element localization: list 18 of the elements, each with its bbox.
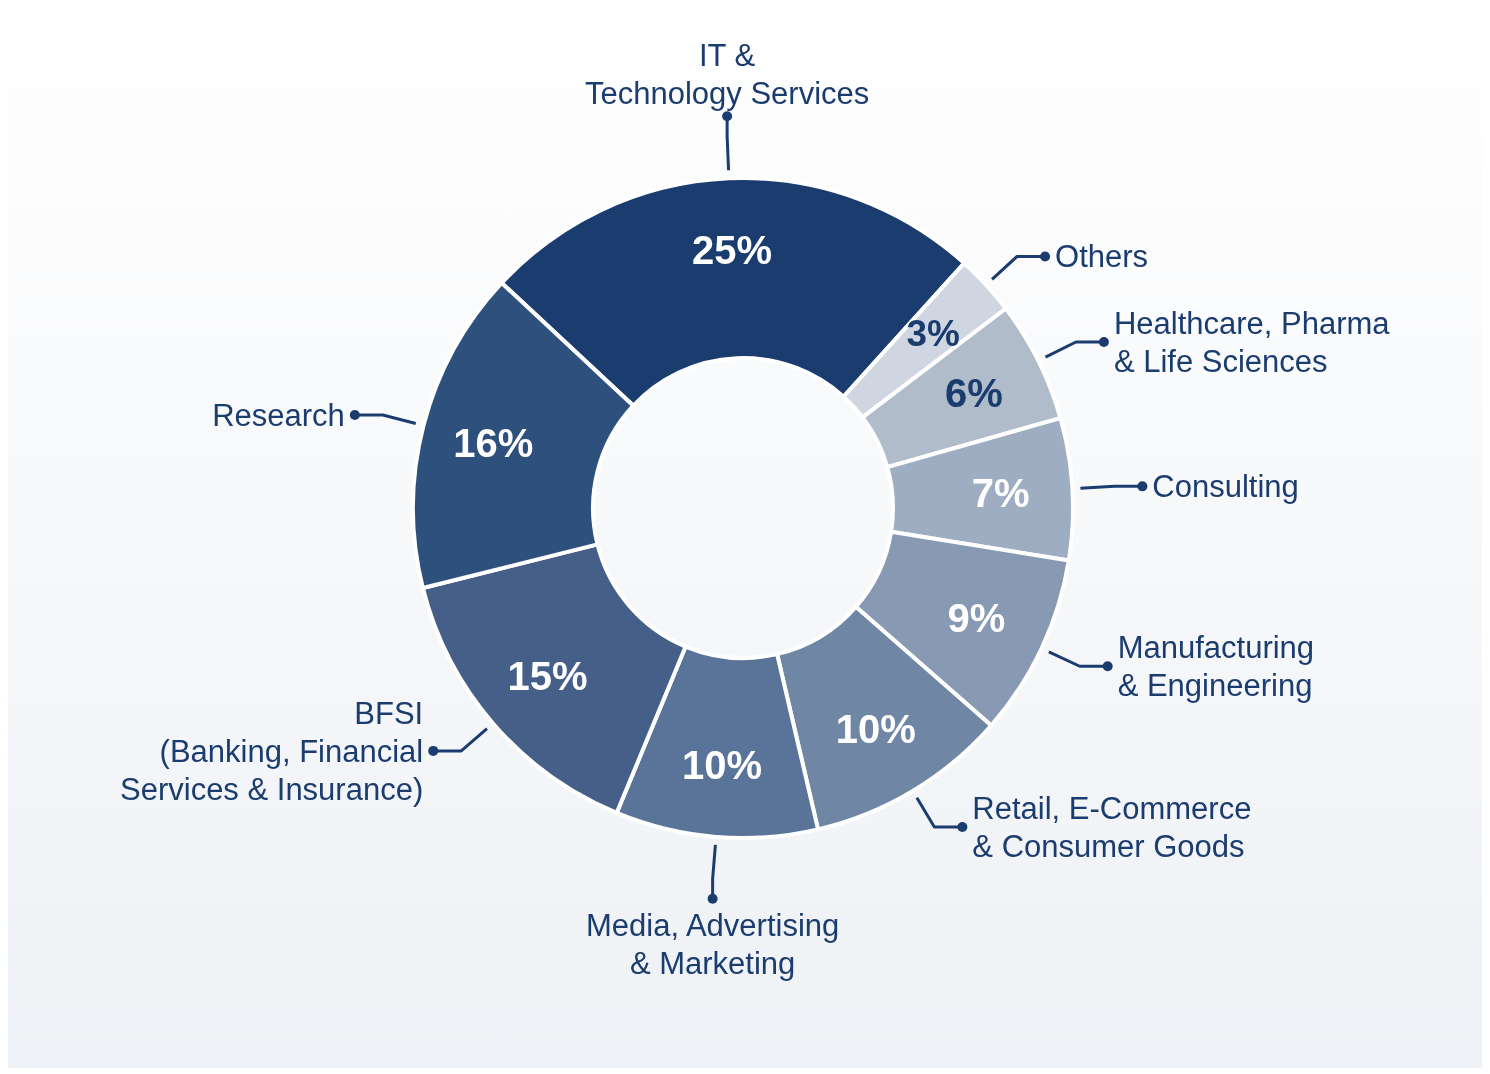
slice-label: Research — [212, 397, 345, 433]
slice-label: Retail, E-Commerce & Consumer Goods — [972, 790, 1252, 864]
slice-label: Media, Advertising & Marketing — [585, 907, 840, 981]
slice-label: IT & Technology Services — [584, 38, 870, 112]
data-label: 6% — [944, 370, 1003, 415]
slice-label: BFSI (Banking, Financial Services & Insurance) — [120, 695, 424, 807]
data-label: 3% — [906, 313, 960, 355]
slice-label: Others — [1055, 239, 1149, 275]
data-label: 10% — [835, 707, 916, 752]
slice-label: Healthcare, Pharma & Life Sciences — [1113, 305, 1391, 379]
data-label: 10% — [681, 743, 762, 788]
slice-label: Manufacturing & Engineering — [1117, 630, 1315, 704]
slice-label: Consulting — [1152, 469, 1299, 505]
data-label: 7% — [971, 470, 1030, 515]
data-label: 25% — [691, 228, 773, 273]
data-label: 16% — [453, 421, 534, 466]
data-label: 15% — [507, 654, 588, 699]
data-label: 9% — [947, 595, 1006, 640]
